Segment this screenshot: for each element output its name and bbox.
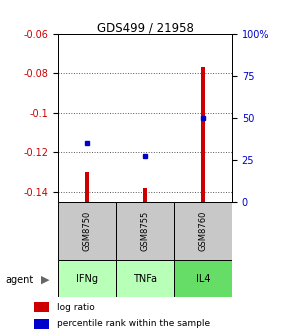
Text: GSM8755: GSM8755 — [140, 211, 150, 251]
Text: TNFa: TNFa — [133, 274, 157, 284]
Text: IL4: IL4 — [196, 274, 210, 284]
Bar — [201, 67, 205, 202]
Bar — [34, 319, 49, 329]
Text: GDS499 / 21958: GDS499 / 21958 — [97, 22, 193, 35]
Text: GSM8750: GSM8750 — [82, 211, 92, 251]
Text: ▶: ▶ — [41, 275, 49, 285]
Bar — [143, 188, 147, 202]
Bar — [85, 172, 89, 202]
Text: log ratio: log ratio — [57, 303, 95, 311]
Bar — [58, 260, 116, 297]
Bar — [58, 202, 116, 260]
Bar — [116, 202, 174, 260]
Text: percentile rank within the sample: percentile rank within the sample — [57, 320, 210, 328]
Text: GSM8760: GSM8760 — [198, 211, 208, 251]
Bar — [116, 260, 174, 297]
Text: IFNg: IFNg — [76, 274, 98, 284]
Bar — [34, 302, 49, 312]
Bar — [174, 260, 232, 297]
Bar — [174, 202, 232, 260]
Text: agent: agent — [6, 275, 34, 285]
